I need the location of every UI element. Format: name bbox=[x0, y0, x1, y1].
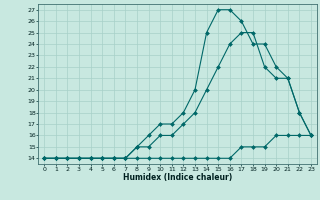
X-axis label: Humidex (Indice chaleur): Humidex (Indice chaleur) bbox=[123, 173, 232, 182]
